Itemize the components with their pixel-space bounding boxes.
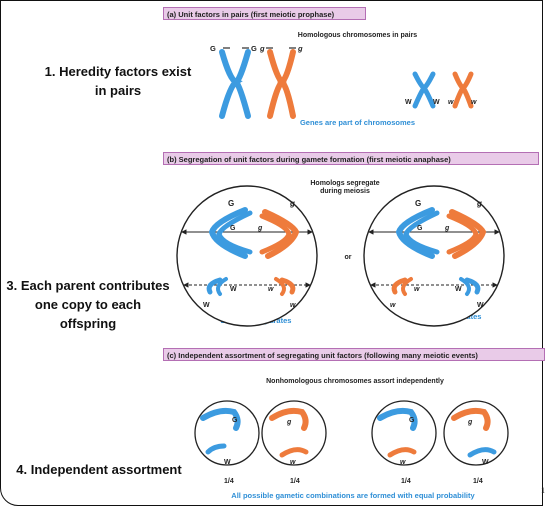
cell-right: G G g g w w W W [363, 185, 505, 327]
panel-a-title: Homologous chromosomes in pairs [297, 32, 418, 39]
svg-text:g: g [467, 419, 473, 426]
panel-b-title-line1: Homologs segregate [310, 180, 380, 187]
panel-c-caption: All possible gametic combinations are fo… [231, 491, 475, 500]
gene-label-g2: g [297, 44, 303, 53]
label-parent-line2: one copy to each [34, 297, 142, 312]
panel-c-title: Nonhomologous chromosomes assort indepen… [266, 378, 444, 385]
or-label: or [344, 254, 352, 261]
svg-text:W: W [477, 302, 484, 309]
panel-c-header: (c) Independent assortment of segregatin… [163, 348, 545, 361]
cell-left: G G g g W W w w [176, 185, 318, 327]
panel-a-header: (a) Unit factors in pairs (first meiotic… [163, 7, 366, 20]
panel-a-caption: Genes are part of chromosomes [299, 118, 416, 127]
svg-text:W: W [230, 286, 237, 293]
svg-text:G: G [417, 225, 423, 232]
label-each-parent: 3. Each parent contributes one copy to e… [0, 276, 176, 333]
gene-label-w1: w [448, 99, 454, 106]
svg-text:w: w [400, 459, 406, 466]
svg-text:g: g [444, 225, 450, 232]
orange-chromosome-pair-large [266, 47, 296, 119]
gene-label-G1: G [210, 44, 216, 53]
gene-label-w2: w [471, 99, 477, 106]
svg-text:W: W [455, 286, 462, 293]
label-heredity-line2: in pairs [94, 83, 142, 98]
gene-label-G2: G [251, 44, 257, 53]
label-independent-assortment: 4. Independent assortment [16, 462, 182, 477]
svg-text:G: G [230, 225, 236, 232]
gene-label-g1: g [259, 44, 265, 53]
gene-label-W2: W [433, 99, 440, 106]
blue-chromosome-pair-large [219, 47, 251, 119]
svg-text:W: W [482, 459, 489, 466]
panel-b-header: (b) Segregation of unit factors during g… [163, 152, 539, 165]
gamete-3: G w [371, 400, 437, 466]
fraction-3: 1/4 [401, 478, 411, 485]
gamete-2: g w [261, 400, 327, 466]
svg-text:g: g [476, 199, 482, 208]
svg-text:w: w [290, 302, 296, 309]
panel-b-title: Homologs segregate during meiosis [300, 180, 390, 196]
svg-text:g: g [289, 199, 295, 208]
svg-text:w: w [290, 459, 296, 466]
svg-text:w: w [268, 286, 274, 293]
svg-text:G: G [232, 417, 238, 424]
svg-text:G: G [228, 199, 234, 208]
orange-chromosome-pair-small [452, 71, 474, 109]
label-parent-line3: offspring [59, 316, 117, 331]
page-number: 1 [541, 486, 545, 495]
svg-text:W: W [224, 459, 231, 466]
gene-label-W1: W [405, 99, 412, 106]
blue-chromosome-pair-small [412, 71, 436, 109]
fraction-1: 1/4 [224, 478, 234, 485]
svg-text:g: g [257, 225, 263, 232]
panel-b-title-line2: during meiosis [320, 188, 370, 195]
svg-text:G: G [415, 199, 421, 208]
gamete-4: g W [443, 400, 509, 466]
svg-text:g: g [286, 419, 292, 426]
label-heredity-line1: 1. Heredity factors exist [44, 64, 192, 79]
fraction-2: 1/4 [290, 478, 300, 485]
svg-text:w: w [414, 286, 420, 293]
label-parent-line1: 3. Each parent contributes [6, 278, 170, 293]
svg-text:W: W [203, 302, 210, 309]
label-heredity-pairs: 1. Heredity factors exist in pairs [34, 62, 202, 100]
gamete-1: G W [194, 400, 260, 466]
svg-text:w: w [390, 302, 396, 309]
fraction-4: 1/4 [473, 478, 483, 485]
svg-text:G: G [409, 417, 415, 424]
